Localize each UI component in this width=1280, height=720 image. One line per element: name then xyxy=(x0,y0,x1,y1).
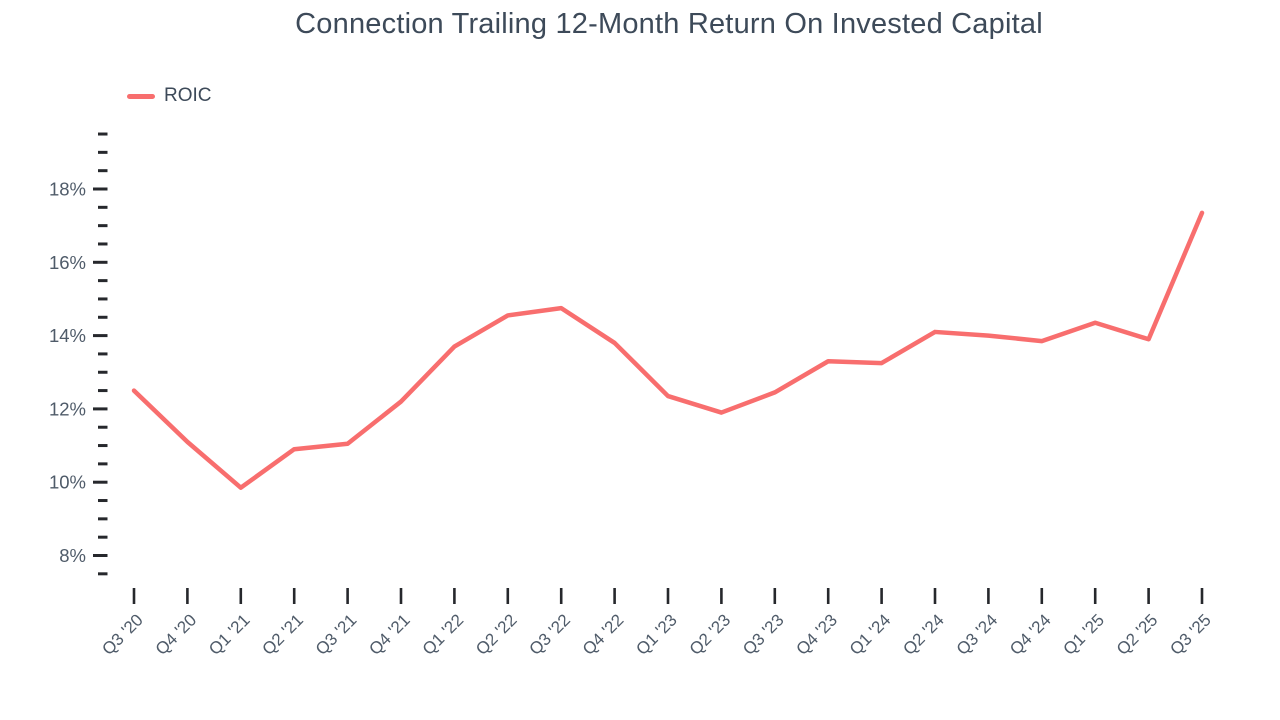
svg-text:10%: 10% xyxy=(49,472,86,493)
svg-text:Q3 '21: Q3 '21 xyxy=(312,610,360,658)
chart-title: Connection Trailing 12-Month Return On I… xyxy=(295,8,1043,40)
svg-text:8%: 8% xyxy=(59,545,86,566)
svg-text:Q3 '20: Q3 '20 xyxy=(98,610,146,658)
roic-line-swatch xyxy=(127,93,155,99)
svg-text:Q3 '25: Q3 '25 xyxy=(1166,610,1214,658)
svg-text:16%: 16% xyxy=(49,252,86,273)
legend-label-roic: ROIC xyxy=(164,85,212,106)
svg-text:Q1 '23: Q1 '23 xyxy=(632,610,680,658)
y-axis-minor-ticks xyxy=(98,132,108,576)
svg-text:Q4 '20: Q4 '20 xyxy=(152,610,200,658)
svg-text:Q4 '22: Q4 '22 xyxy=(579,610,627,658)
svg-text:12%: 12% xyxy=(49,398,86,419)
svg-text:14%: 14% xyxy=(49,325,86,346)
svg-text:Q3 '23: Q3 '23 xyxy=(739,610,787,658)
svg-text:Q2 '25: Q2 '25 xyxy=(1113,610,1161,658)
svg-text:Q4 '24: Q4 '24 xyxy=(1006,610,1054,658)
svg-text:Q4 '23: Q4 '23 xyxy=(793,610,841,658)
y-axis-major-ticks xyxy=(93,187,108,557)
y-axis-labels: 8% 10% 12% 14% 16% 18% xyxy=(49,179,86,567)
svg-text:Q1 '21: Q1 '21 xyxy=(205,610,253,658)
svg-text:18%: 18% xyxy=(49,179,86,200)
x-axis-ticks xyxy=(132,588,1204,604)
roic-series xyxy=(131,210,1205,490)
svg-text:Q1 '25: Q1 '25 xyxy=(1060,610,1108,658)
svg-text:Q2 '21: Q2 '21 xyxy=(259,610,307,658)
svg-text:Q2 '24: Q2 '24 xyxy=(899,610,947,658)
roic-line-path xyxy=(131,210,1205,490)
svg-text:Q2 '23: Q2 '23 xyxy=(686,610,734,658)
svg-text:Q1 '22: Q1 '22 xyxy=(419,610,467,658)
svg-text:Q4 '21: Q4 '21 xyxy=(365,610,413,658)
legend: ROIC xyxy=(127,85,212,107)
x-axis-labels: Q3 '20 Q4 '20 Q1 '21 Q2 '21 Q3 '21 Q4 '21 Q1 '… xyxy=(98,610,1214,658)
svg-text:Q3 '22: Q3 '22 xyxy=(526,610,574,658)
svg-text:Q2 '22: Q2 '22 xyxy=(472,610,520,658)
svg-text:Q3 '24: Q3 '24 xyxy=(953,610,1001,658)
svg-text:Q1 '24: Q1 '24 xyxy=(846,610,894,658)
